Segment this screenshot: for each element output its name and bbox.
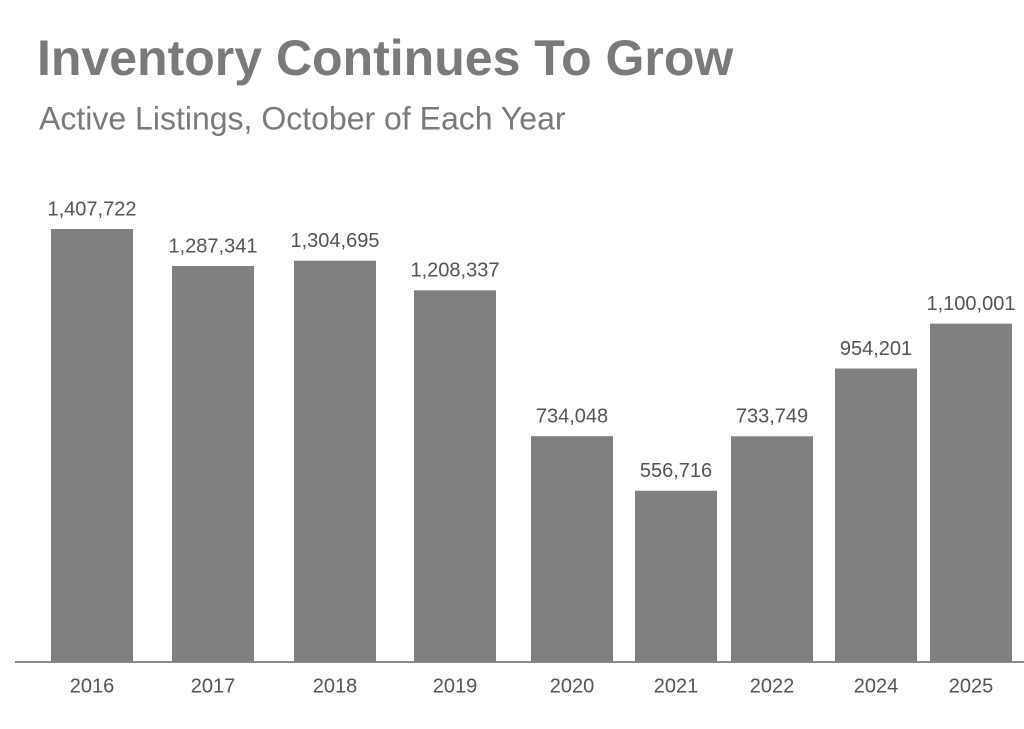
x-tick-label: 2024 [854,675,899,697]
x-tick-label: 2017 [191,675,236,697]
bar [172,266,254,662]
bar [414,290,496,662]
bar [835,368,917,662]
x-tick-label: 2020 [550,675,595,697]
value-label: 734,048 [536,405,608,427]
x-tick-label: 2016 [70,675,115,697]
value-label: 1,407,722 [48,198,137,220]
bar [51,229,133,662]
value-label: 954,201 [840,338,912,360]
bar [930,323,1012,662]
x-tick-label: 2021 [654,675,699,697]
x-tick-label: 2022 [750,675,795,697]
value-label: 1,208,337 [411,260,500,282]
x-tick-label: 2019 [433,675,478,697]
chart-subtitle: Active Listings, October of Each Year [39,100,566,136]
x-tick-label: 2025 [949,675,994,697]
x-tick-label: 2018 [313,675,358,697]
value-label: 1,304,695 [291,230,380,252]
value-label: 733,749 [736,406,808,428]
value-label: 1,100,001 [927,293,1016,315]
bar [635,490,717,662]
chart-title: Inventory Continues To Grow [37,30,733,86]
bar [531,436,613,662]
bar [731,436,813,662]
value-label: 1,287,341 [169,235,258,257]
bar [294,260,376,662]
value-label: 556,716 [640,460,712,482]
